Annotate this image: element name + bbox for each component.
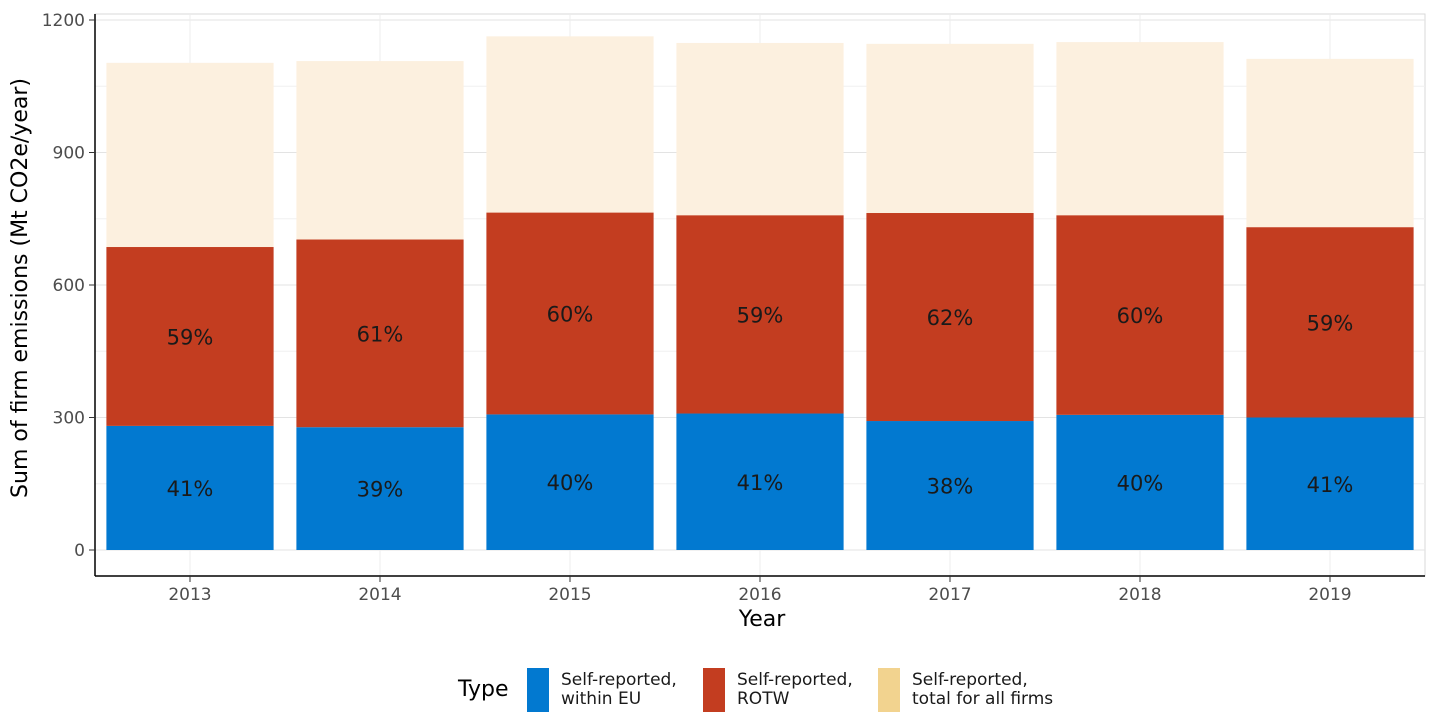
bar-labels: 41% 59% 39% 61% 40% 60% 41% 59% 38% 62% 40% 60% 41% 5…: [167, 302, 1354, 501]
x-tick-label: 2017: [928, 585, 971, 605]
legend-key: [527, 668, 549, 712]
legend-label: Self-reported,: [737, 670, 853, 690]
bar-segment: [1246, 417, 1414, 550]
x-tick-label: 2014: [358, 585, 401, 605]
bar-segment: [296, 61, 464, 240]
y-axis-ticks: 0 300 600 900 1200: [42, 11, 95, 561]
bar-segment: [676, 215, 844, 414]
data-label: 62%: [927, 306, 974, 330]
bar-segment: [106, 425, 274, 550]
data-label: 40%: [547, 471, 594, 495]
y-tick-label: 1200: [42, 11, 85, 31]
bars: [106, 36, 1414, 550]
y-axis-title: Sum of firm emissions (Mt CO2e/year): [8, 78, 33, 498]
bar-segment: [866, 421, 1034, 550]
legend-label: ROTW: [737, 689, 790, 709]
bar-segment: [1056, 215, 1224, 415]
bar-segment: [296, 427, 464, 550]
data-label: 61%: [357, 322, 404, 346]
bar-segment: [106, 247, 274, 426]
data-label: 38%: [927, 475, 974, 499]
bar-segment: [486, 36, 654, 213]
data-label: 60%: [1117, 304, 1164, 328]
bar-segment: [866, 43, 1034, 214]
bar-segment: [866, 213, 1034, 422]
bar-segment: [1056, 414, 1224, 550]
bar-segment: [676, 413, 844, 550]
data-label: 41%: [1307, 473, 1354, 497]
legend: Type Self-reported,within EUSelf-reporte…: [457, 668, 1053, 712]
x-tick-label: 2013: [168, 585, 211, 605]
y-tick-label: 0: [74, 541, 85, 561]
data-label: 41%: [737, 471, 784, 495]
bar-segment: [486, 212, 654, 415]
bar-segment: [296, 239, 464, 428]
legend-label: within EU: [561, 689, 641, 709]
x-tick-label: 2019: [1308, 585, 1351, 605]
x-tick-label: 2015: [548, 585, 591, 605]
legend-key: [703, 668, 725, 712]
x-axis-ticks: 2013 2014 2015 2016 2017 2018 2019: [168, 576, 1352, 605]
bar-segment: [1246, 58, 1414, 228]
data-label: 41%: [167, 477, 214, 501]
bar-segment: [1246, 227, 1414, 418]
data-label: 59%: [737, 303, 784, 327]
data-label: 59%: [1307, 311, 1354, 335]
legend-label: Self-reported,: [561, 670, 677, 690]
data-label: 39%: [357, 478, 404, 502]
y-tick-label: 900: [53, 144, 85, 164]
bar-segment: [1056, 42, 1224, 216]
data-label: 40%: [1117, 471, 1164, 495]
y-tick-label: 600: [53, 276, 85, 296]
y-tick-label: 300: [53, 409, 85, 429]
legend-key: [878, 668, 900, 712]
bar-segment: [106, 62, 274, 248]
legend-title: Type: [457, 677, 509, 702]
legend-label: total for all firms: [912, 689, 1053, 709]
x-axis-title: Year: [738, 607, 787, 632]
x-tick-label: 2016: [738, 585, 781, 605]
x-tick-label: 2018: [1118, 585, 1161, 605]
data-label: 60%: [547, 302, 594, 326]
data-label: 59%: [167, 325, 214, 349]
legend-label: Self-reported,: [912, 670, 1028, 690]
bar-segment: [486, 414, 654, 550]
bar-segment: [676, 42, 844, 216]
